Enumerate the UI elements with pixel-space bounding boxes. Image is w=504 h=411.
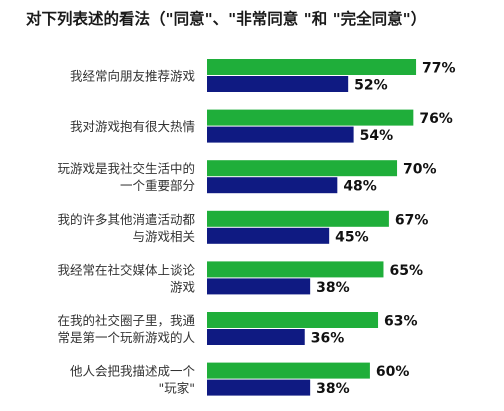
category-label: 与游戏相关	[132, 229, 195, 244]
bar-blue	[207, 227, 330, 244]
bar-blue	[207, 379, 311, 396]
data-label: 54%	[360, 128, 394, 144]
data-label: 67%	[395, 212, 429, 228]
data-label: 63%	[384, 314, 418, 330]
data-label: 77%	[422, 61, 456, 77]
bar-green	[207, 59, 417, 75]
bar-green	[207, 160, 398, 177]
data-label: 65%	[389, 263, 423, 279]
bar-blue	[207, 76, 349, 92]
data-label: 36%	[311, 331, 345, 347]
bar-blue	[207, 177, 338, 194]
data-label: 52%	[354, 78, 388, 94]
data-label: 45%	[335, 229, 369, 245]
category-label: 玩游戏是我社交生活中的	[57, 161, 195, 176]
data-label: 70%	[403, 162, 437, 178]
data-label: 38%	[316, 381, 350, 397]
category-label: 我经常向朋友推荐游戏	[70, 69, 195, 84]
data-label: 60%	[376, 364, 410, 380]
bar-blue	[207, 278, 311, 295]
chart-title: 对下列表述的看法（"同意"、"非常同意 "和 "完全同意"）	[26, 10, 427, 28]
category-label: 游戏	[170, 279, 195, 294]
bar-green	[207, 312, 379, 328]
bar-green	[207, 362, 370, 379]
bar-green	[207, 261, 384, 278]
data-label: 76%	[419, 111, 453, 127]
data-label: 48%	[343, 179, 377, 195]
bar-blue	[207, 329, 305, 345]
data-label: 38%	[316, 280, 350, 296]
category-label: 我的许多其他消遣活动都	[57, 212, 195, 227]
category-label: 一个重要部分	[120, 178, 195, 193]
category-label: 他人会把我描述成一个	[70, 364, 196, 379]
bar-green	[207, 210, 389, 227]
bar-green	[207, 109, 414, 126]
category-label: 我经常在社交媒体上谈论	[57, 262, 195, 277]
bar-blue	[207, 126, 354, 143]
category-label: 我对游戏抱有很大热情	[70, 119, 195, 134]
category-label: 常是第一个玩新游戏的人	[57, 330, 195, 345]
category-label: "玩家"	[159, 381, 196, 396]
category-label: 在我的社交圈子里，我通	[57, 313, 195, 328]
